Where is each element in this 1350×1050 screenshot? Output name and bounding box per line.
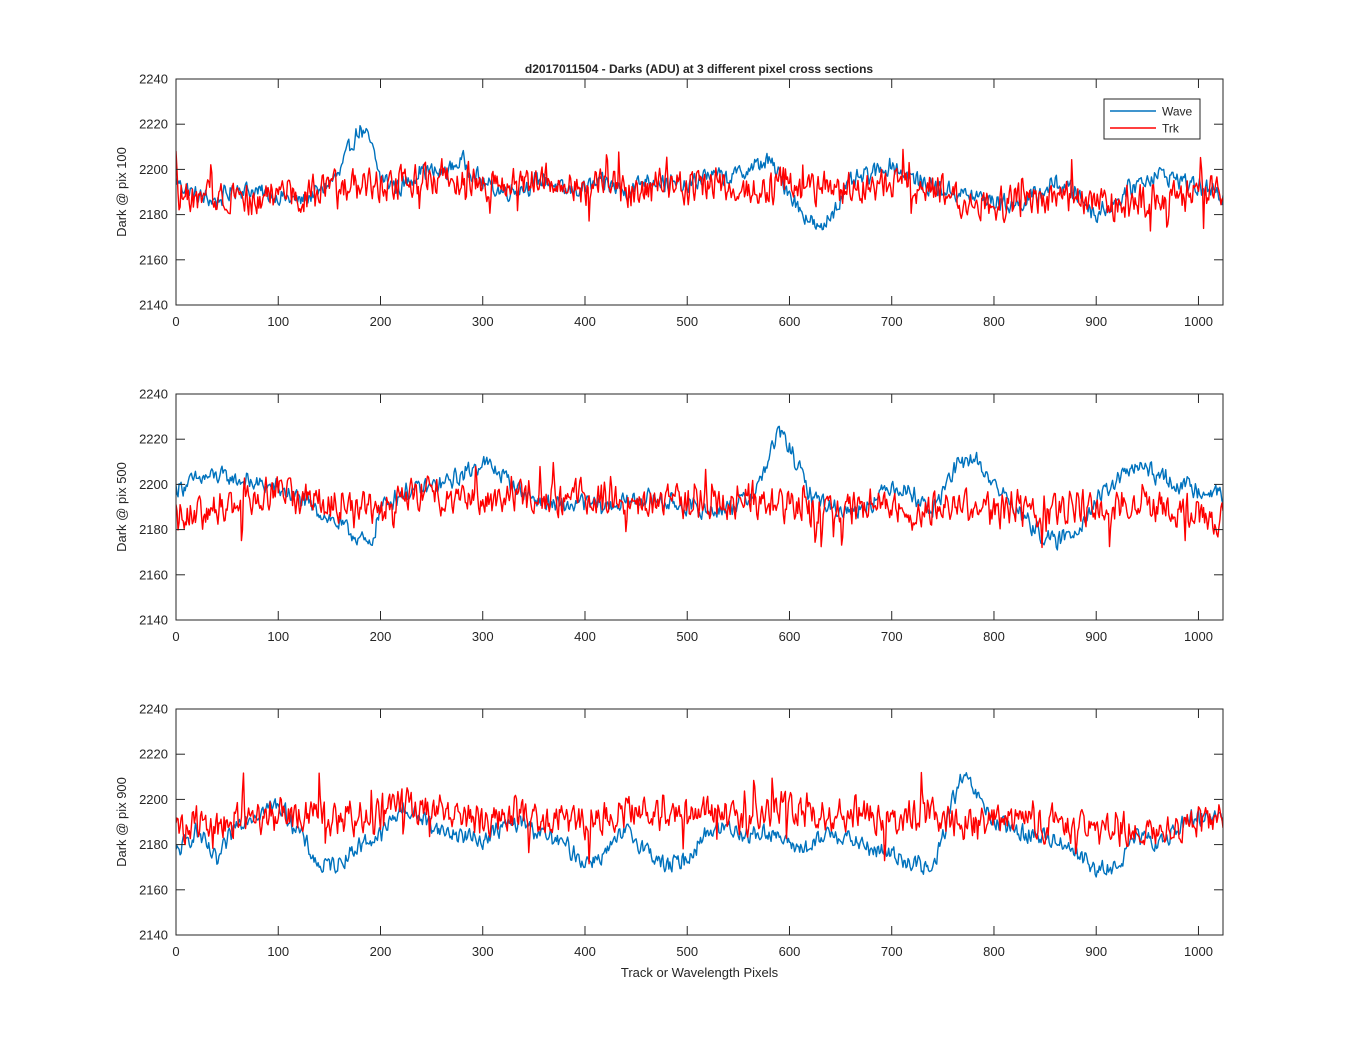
x-tick-label: 900 [1085, 314, 1107, 329]
x-tick-label: 100 [267, 944, 289, 959]
plots-area: 0 100 200 300 400 500 600 700 800 900 100021402160… [114, 72, 1224, 980]
y-tick-label: 2220 [139, 747, 168, 762]
y-tick-label: 2200 [139, 792, 168, 807]
y-axis-label: Dark @ pix 500 [114, 462, 129, 552]
x-tick-label: 300 [472, 944, 494, 959]
x-tick-label: 700 [881, 944, 903, 959]
x-tick-label: 1000 [1184, 629, 1213, 644]
series-group [176, 771, 1223, 878]
x-tick-label: 100 [267, 314, 289, 329]
series-line-wave [176, 772, 1223, 878]
y-tick-label: 2140 [139, 928, 168, 943]
y-tick-label: 2180 [139, 207, 168, 222]
series-line-trk [176, 771, 1223, 865]
x-tick-label: 0 [172, 314, 179, 329]
y-tick-label: 2140 [139, 298, 168, 313]
x-tick-label: 200 [370, 629, 392, 644]
x-tick-label: 600 [779, 944, 801, 959]
x-tick-label: 400 [574, 314, 596, 329]
x-tick-label: 300 [472, 629, 494, 644]
x-tick-label: 0 [172, 944, 179, 959]
legend-box [1103, 98, 1201, 140]
subplot-1: 0 100 200 300 400 500 600 700 800 900 1000 2140 2160… [114, 72, 1224, 329]
plot-background [176, 79, 1223, 305]
y-tick-label: 2240 [139, 387, 168, 402]
legend-label-trk: Trk [1162, 122, 1180, 136]
axes-box [175, 78, 1224, 306]
x-tick-label: 1000 [1184, 314, 1213, 329]
x-tick-label: 500 [676, 944, 698, 959]
x-tick-label: 200 [370, 944, 392, 959]
legend-label-wave: Wave [1162, 105, 1193, 119]
x-tick-label: 500 [676, 629, 698, 644]
subplot-2: 0 100 200 300 400 500 600 700 800 900 1000 2140 2160… [114, 387, 1224, 644]
y-tick-label: 2160 [139, 252, 168, 267]
x-tick-label: 1000 [1184, 944, 1213, 959]
figure-title: d2017011504 - Darks (ADU) at 3 different… [525, 62, 873, 76]
y-tick-label: 2160 [139, 567, 168, 582]
y-axis-label: Dark @ pix 100 [114, 147, 129, 237]
x-tick-label: 800 [983, 314, 1005, 329]
x-tick-label: 500 [676, 314, 698, 329]
x-axis-label: Track or Wavelength Pixels [621, 965, 779, 980]
subplot-3: 0 100 200 300 400 500 600 700 800 900 1000 2140 2160… [114, 702, 1224, 980]
y-tick-label: 2180 [139, 837, 168, 852]
y-tick-label: 2200 [139, 477, 168, 492]
series-group [176, 125, 1223, 232]
series-line-trk [176, 148, 1223, 232]
y-tick-label: 2240 [139, 72, 168, 87]
x-tick-label: 700 [881, 314, 903, 329]
x-tick-label: 300 [472, 314, 494, 329]
x-tick-label: 900 [1085, 944, 1107, 959]
legend: Wave Trk [1103, 98, 1201, 140]
y-axis-label: Dark @ pix 900 [114, 777, 129, 867]
x-tick-label: 400 [574, 944, 596, 959]
y-tick-label: 2220 [139, 432, 168, 447]
x-tick-label: 600 [779, 314, 801, 329]
y-tick-label: 2180 [139, 522, 168, 537]
axes-box [175, 708, 1224, 936]
axes-box [175, 393, 1224, 621]
x-tick-label: 100 [267, 629, 289, 644]
y-tick-label: 2140 [139, 613, 168, 628]
y-tick-label: 2200 [139, 162, 168, 177]
x-tick-label: 800 [983, 944, 1005, 959]
x-tick-label: 0 [172, 629, 179, 644]
y-tick-label: 2160 [139, 882, 168, 897]
x-tick-label: 600 [779, 629, 801, 644]
y-tick-label: 2240 [139, 702, 168, 717]
x-tick-label: 900 [1085, 629, 1107, 644]
series-group [176, 425, 1223, 551]
x-tick-label: 700 [881, 629, 903, 644]
x-tick-label: 800 [983, 629, 1005, 644]
x-tick-label: 400 [574, 629, 596, 644]
x-tick-label: 200 [370, 314, 392, 329]
y-tick-label: 2220 [139, 117, 168, 132]
series-line-trk [176, 461, 1223, 549]
